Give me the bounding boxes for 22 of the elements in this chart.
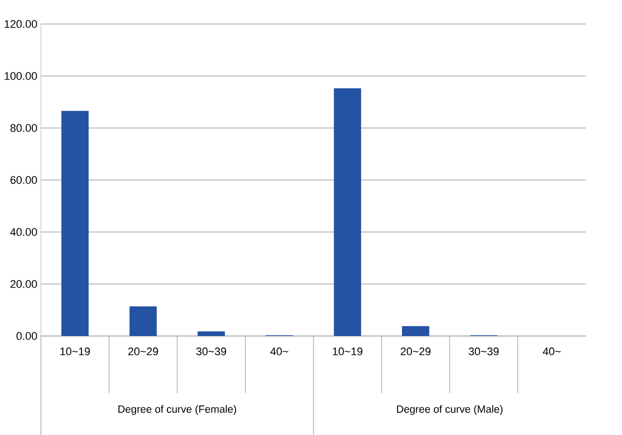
x-tick-label: 20~29 xyxy=(128,348,158,356)
y-tick-label: 80.00 xyxy=(10,124,37,132)
y-tick-label: 120.00 xyxy=(4,20,37,28)
y-tick-label: 0.00 xyxy=(16,332,37,340)
text: Degree of curve (Female) xyxy=(118,405,236,415)
x-tick-label: 40~ xyxy=(542,348,561,356)
bar xyxy=(130,306,157,336)
x-tick-label: 40~ xyxy=(270,348,288,356)
y-tick-label: 100.00 xyxy=(4,72,37,80)
y-tick-label: 40.00 xyxy=(10,228,37,236)
bar xyxy=(402,326,430,336)
x-tick-label: 20~29 xyxy=(400,348,430,356)
x-tick-label: 10~19 xyxy=(60,348,90,356)
bar xyxy=(334,88,362,336)
x-tick-label: 10~19 xyxy=(332,348,362,356)
x-tick-label: 30~39 xyxy=(468,348,499,356)
bar xyxy=(61,110,89,336)
y-tick-label: 20.00 xyxy=(10,280,37,288)
y-tick-label: 60.00 xyxy=(10,176,37,184)
text: Degree of curve (Male) xyxy=(397,405,502,415)
bar xyxy=(198,331,225,336)
x-tick-label: 30~39 xyxy=(196,348,226,356)
